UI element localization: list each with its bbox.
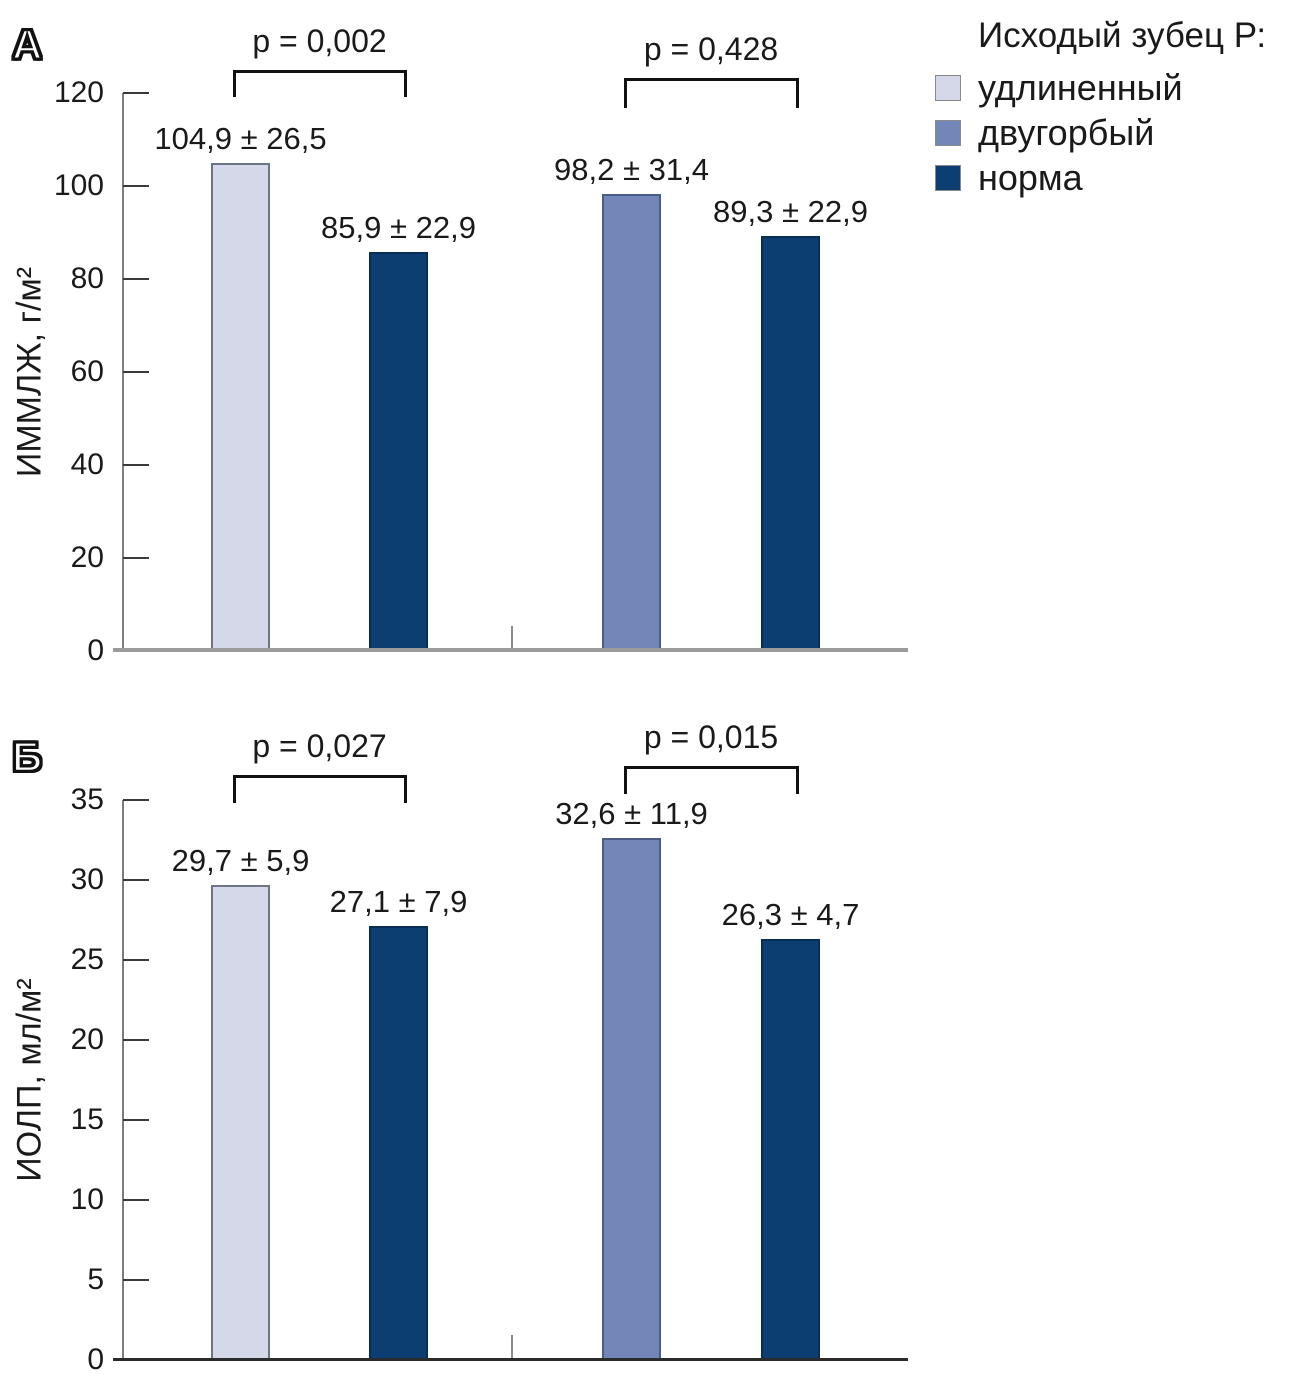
legend-swatch-icon-0: [935, 75, 961, 101]
bracket-right-leg-a-0: [403, 70, 407, 97]
y-tick-b-10: [123, 1199, 149, 1201]
y-tick-label-a-40: 40: [70, 448, 104, 481]
legend-item-0: удлиненный: [935, 70, 1285, 106]
bracket-right-leg-b-1: [795, 766, 799, 794]
bar-value-label-a-0: 104,9 ± 26,5: [154, 121, 327, 157]
legend-item-label-1: двугорбый: [978, 112, 1155, 153]
bar-value-label-b-1: 27,1 ± 7,9: [329, 884, 468, 920]
y-tick-label-b-0: 0: [87, 1343, 104, 1376]
y-tick-b-30: [123, 879, 149, 881]
bar-value-label-b-0: 29,7 ± 5,9: [171, 842, 310, 878]
bracket-right-leg-b-0: [403, 775, 407, 803]
y-tick-label-a-0: 0: [87, 634, 104, 667]
y-tick-label-a-80: 80: [70, 262, 104, 295]
y-tick-label-a-100: 100: [53, 169, 104, 202]
x-axis-line-a: [113, 648, 908, 652]
x-axis-line-b: [113, 1358, 908, 1361]
y-tick-label-b-20: 20: [70, 1023, 104, 1056]
y-tick-label-b-15: 15: [70, 1103, 104, 1136]
y-tick-a-120: [123, 92, 149, 94]
y-tick-a-40: [123, 464, 149, 466]
bar-a-норма-3: [761, 235, 820, 651]
bar-b-норма-1: [369, 926, 428, 1360]
p-value-label-a-1: p = 0,428: [643, 31, 779, 67]
bracket-left-leg-a-0: [232, 70, 236, 97]
bar-a-удлиненный-0: [211, 163, 270, 651]
panel-a-letter: А: [11, 21, 44, 68]
significance-bracket-a-1: [623, 78, 799, 81]
bar-a-двугорбый-2: [602, 194, 661, 651]
y-tick-a-20: [123, 557, 149, 559]
legend-title: Исходый зубец Р:: [978, 16, 1267, 55]
legend-swatch-icon-2: [935, 165, 961, 191]
bar-a-норма-1: [369, 251, 428, 651]
significance-bracket-b-1: [623, 766, 799, 769]
legend: Исходый зубец Р: удлиненный двугорбый норм…: [935, 16, 1285, 205]
bar-value-label-a-3: 89,3 ± 22,9: [713, 193, 868, 229]
legend-item-2: норма: [935, 160, 1285, 196]
y-axis-title-b: ИОЛП, мл/м²: [10, 978, 49, 1182]
y-axis-title-a: ИММЛЖ, г/м²: [10, 266, 49, 478]
y-tick-label-b-35: 35: [70, 783, 104, 816]
bar-b-двугорбый-2: [602, 838, 661, 1360]
y-tick-a-80: [123, 278, 149, 280]
legend-item-1: двугорбый: [935, 115, 1285, 151]
significance-bracket-a-0: [232, 70, 407, 73]
legend-item-label-0: удлиненный: [978, 67, 1183, 108]
y-axis-line-b: [122, 800, 124, 1360]
y-tick-label-a-120: 120: [53, 76, 104, 109]
y-tick-a-60: [123, 371, 149, 373]
y-tick-b-20: [123, 1039, 149, 1041]
y-tick-a-100: [123, 185, 149, 187]
y-tick-label-b-10: 10: [70, 1183, 104, 1216]
p-value-label-b-0: p = 0,027: [252, 728, 387, 764]
x-axis-group-divider-a: [511, 626, 513, 651]
bar-value-label-b-3: 26,3 ± 4,7: [721, 897, 860, 933]
y-tick-b-15: [123, 1119, 149, 1121]
legend-items: удлиненный двугорбый норма: [935, 70, 1285, 196]
p-value-label-a-0: p = 0,002: [252, 23, 387, 59]
y-tick-b-35: [123, 799, 149, 801]
p-value-label-b-1: p = 0,015: [643, 719, 779, 755]
y-tick-label-a-20: 20: [70, 541, 104, 574]
y-tick-b-25: [123, 959, 149, 961]
y-tick-label-a-60: 60: [70, 355, 104, 388]
bracket-right-leg-a-1: [795, 78, 799, 108]
bar-b-удлиненный-0: [211, 884, 270, 1360]
y-tick-label-b-25: 25: [70, 943, 104, 976]
bar-value-label-a-1: 85,9 ± 22,9: [321, 209, 476, 245]
legend-swatch-icon-1: [935, 120, 961, 146]
legend-item-label-2: норма: [978, 157, 1083, 198]
bar-value-label-a-2: 98,2 ± 31,4: [554, 152, 709, 188]
bracket-left-leg-b-1: [623, 766, 627, 794]
bar-value-label-b-2: 32,6 ± 11,9: [555, 796, 708, 832]
panel-b-letter: Б: [11, 733, 44, 780]
bar-b-норма-3: [761, 939, 820, 1360]
bracket-left-leg-a-1: [623, 78, 627, 108]
x-axis-group-divider-b: [511, 1335, 513, 1360]
significance-bracket-b-0: [232, 775, 407, 778]
y-tick-label-b-30: 30: [70, 863, 104, 896]
y-tick-b-5: [123, 1279, 149, 1281]
bracket-left-leg-b-0: [232, 775, 236, 803]
y-tick-label-b-5: 5: [87, 1263, 104, 1296]
